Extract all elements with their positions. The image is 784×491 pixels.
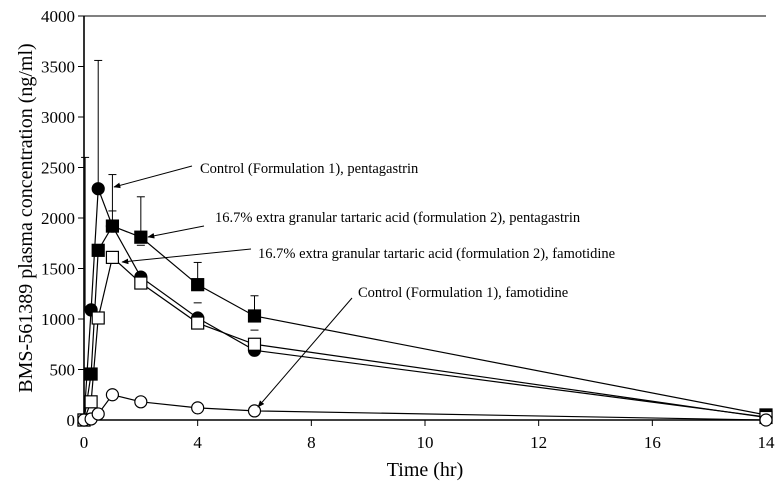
y-tick-label: 500 [50,361,76,380]
data-point-open-circle [105,388,120,402]
data-point-open-square [247,337,262,351]
data-point-filled-square [247,309,262,323]
x-tick-label: 0 [80,433,89,452]
data-point-open-square [134,276,148,290]
data-point-open-circle [134,395,148,409]
data-point-filled-square [105,219,120,233]
data-point-filled-square [191,278,205,292]
series-markers [77,182,773,427]
annotation-arrow [113,165,193,189]
axes: 0 4 8 10 12 16 14 0 500 1000 1500 2000 2500 3000 3500 4… [41,7,775,452]
annotation-arrow [147,225,205,239]
data-point-open-square [84,395,98,409]
x-tick-label: 10 [417,433,434,452]
annotation-label: 16.7% extra granular tartaric acid (form… [258,246,615,262]
error-bars [81,59,259,331]
data-point-open-square [105,250,120,264]
x-tick-label: 14 [758,433,776,452]
y-tick-label: 3000 [41,108,75,127]
data-point-filled-square [84,367,98,381]
y-tick-label: 2000 [41,209,75,228]
y-tick-label: 1500 [41,260,75,279]
y-axis-title: BMS-561389 plasma concentration (ng/ml) [15,43,37,392]
series-line [83,256,767,421]
series-line [83,225,767,421]
annotation-arrow [257,297,353,408]
annotation-arrow [121,248,252,265]
data-point-filled-circle [91,182,105,196]
data-point-open-circle [91,407,105,421]
y-tick-label: 0 [67,411,76,430]
data-point-open-square [91,311,105,325]
x-tick-label: 8 [307,433,316,452]
x-tick-label: 12 [530,433,547,452]
data-point-filled-square [91,243,105,257]
annotation-label: Control (Formulation 1), pentagastrin [200,161,419,177]
y-tick-label: 2500 [41,159,75,178]
series-line [83,394,767,421]
data-point-open-square [191,316,205,330]
data-point-filled-square [134,230,148,244]
y-tick-label: 3500 [41,58,75,77]
series-line [83,188,767,421]
annotations: Control (Formulation 1), pentagastrin 16.… [113,161,615,408]
x-axis-title: Time (hr) [387,459,463,481]
y-tick-label: 4000 [41,7,75,26]
x-tick-label: 4 [193,433,202,452]
y-tick-label: 1000 [41,310,75,329]
data-point-open-circle [247,404,262,418]
annotation-label: Control (Formulation 1), famotidine [358,285,568,301]
x-tick-label: 16 [644,433,661,452]
annotation-label: 16.7% extra granular tartaric acid (form… [215,210,581,226]
data-point-open-circle [759,413,773,427]
data-point-open-circle [191,401,205,415]
